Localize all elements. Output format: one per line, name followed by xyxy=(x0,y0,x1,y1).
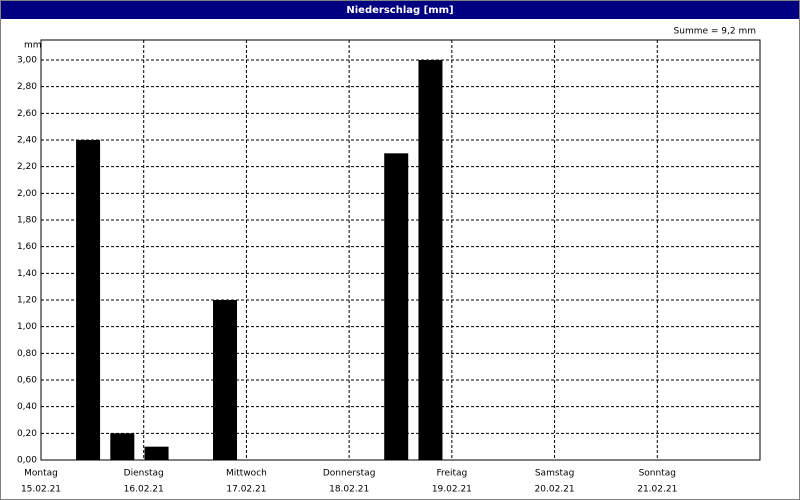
y-tick-label: 0,00 xyxy=(17,456,37,466)
x-tick-label: Freitag xyxy=(436,469,467,479)
x-tick-label: Samstag xyxy=(535,469,574,479)
x-tick-date: 21.02.21 xyxy=(637,485,677,495)
x-tick-date: 15.02.21 xyxy=(21,485,61,495)
x-tick-label: Montag xyxy=(24,469,58,479)
y-tick-label: 2,40 xyxy=(17,136,37,146)
x-tick-date: 18.02.21 xyxy=(329,485,369,495)
y-tick-label: 1,40 xyxy=(17,269,37,279)
x-tick-label: Donnerstag xyxy=(323,469,376,479)
x-tick-label: Sonntag xyxy=(639,469,676,479)
y-tick-label: 2,20 xyxy=(17,162,37,172)
x-tick-date: 17.02.21 xyxy=(226,485,266,495)
x-tick-label: Mittwoch xyxy=(226,469,267,479)
x-tick-date: 20.02.21 xyxy=(535,485,575,495)
x-tick-date: 19.02.21 xyxy=(432,485,472,495)
y-tick-label: 0,60 xyxy=(17,376,37,386)
bar xyxy=(418,60,443,460)
bar xyxy=(384,153,409,461)
y-tick-label: 2,80 xyxy=(17,82,37,92)
y-tick-label: 1,80 xyxy=(17,216,37,226)
x-tick-label: Dienstag xyxy=(124,469,164,479)
y-unit: mm xyxy=(24,41,42,51)
y-tick-label: 0,80 xyxy=(17,349,37,359)
window-title: Niederschlag [mm] xyxy=(346,5,453,16)
bar xyxy=(213,300,238,460)
title-bar xyxy=(1,1,799,19)
y-tick-label: 2,60 xyxy=(17,109,37,119)
y-tick-label: 0,20 xyxy=(17,429,37,439)
x-tick-date: 16.02.21 xyxy=(124,485,164,495)
y-tick-label: 2,00 xyxy=(17,189,37,199)
annotation: Summe = 9,2 mm xyxy=(674,27,756,37)
bar xyxy=(76,140,101,460)
bar xyxy=(144,446,169,460)
y-tick-label: 1,60 xyxy=(17,242,37,252)
y-tick-label: 3,00 xyxy=(17,56,37,66)
y-tick-label: 1,20 xyxy=(17,296,37,306)
y-tick-label: 0,40 xyxy=(17,402,37,412)
bar xyxy=(110,433,135,460)
y-tick-label: 1,00 xyxy=(17,322,37,332)
